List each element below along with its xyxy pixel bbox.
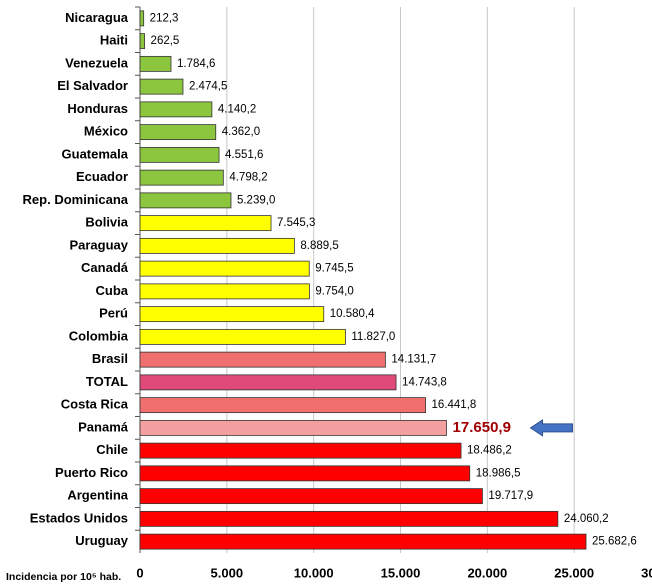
x-tick-label: 25.000 <box>554 565 594 580</box>
value-label: 8.889,5 <box>300 240 338 252</box>
bar <box>139 306 325 323</box>
y-tick-label: Chile <box>96 442 128 457</box>
y-tick-label: Ecuador <box>76 169 128 184</box>
y-tick-label: Panamá <box>78 419 129 434</box>
y-tick-label: El Salvador <box>57 78 128 93</box>
y-tick-label: Haiti <box>100 33 128 48</box>
value-label: 4.551,6 <box>225 149 263 161</box>
y-tick-label: Paraguay <box>69 237 128 252</box>
y-tick-label: Cuba <box>96 283 129 298</box>
bar <box>139 55 172 72</box>
bar <box>139 374 397 391</box>
y-tick-label: Venezuela <box>65 55 129 70</box>
bar <box>139 101 213 118</box>
bar <box>139 124 217 141</box>
y-tick-label: TOTAL <box>86 374 128 389</box>
x-tick-label: 0 <box>136 565 143 580</box>
value-label: 18.486,2 <box>467 445 512 457</box>
value-label: 1.784,6 <box>177 58 215 70</box>
y-tick-label: Perú <box>99 306 128 321</box>
y-tick-label: Argentina <box>67 488 128 503</box>
value-label: 17.650,9 <box>453 419 511 436</box>
x-axis-label: Incidencia por 10⁵ hab. <box>6 571 121 583</box>
y-tick-label: Puerto Rico <box>55 465 128 480</box>
bar <box>139 442 462 459</box>
x-tick-label: 30.000 <box>641 565 652 580</box>
y-tick-label: Brasil <box>92 351 128 366</box>
bar <box>139 10 145 27</box>
bar <box>139 397 426 414</box>
x-tick-label: 20.000 <box>467 565 507 580</box>
bar <box>139 146 220 163</box>
y-tick-label: México <box>84 124 128 139</box>
x-tick-label: 15.000 <box>381 565 421 580</box>
value-label: 4.362,0 <box>222 126 260 138</box>
y-tick-label: Rep. Dominicana <box>23 192 129 207</box>
value-label: 2.474,5 <box>189 81 227 93</box>
y-tick-label: Canadá <box>81 260 129 275</box>
x-tick-label: 5.000 <box>211 565 244 580</box>
bar <box>139 533 587 550</box>
bar <box>139 192 232 209</box>
bar <box>139 510 559 527</box>
bar <box>139 465 471 482</box>
value-label: 24.060,2 <box>564 513 609 525</box>
value-label: 16.441,8 <box>432 399 477 411</box>
y-tick-label: Uruguay <box>75 533 129 548</box>
value-label: 4.140,2 <box>218 103 256 115</box>
value-label: 14.131,7 <box>391 354 436 366</box>
value-label: 5.239,0 <box>237 194 275 206</box>
y-tick-label: Bolivia <box>85 215 128 230</box>
value-label: 11.827,0 <box>351 331 395 343</box>
bar <box>139 237 295 254</box>
y-tick-label: Nicaragua <box>65 10 129 25</box>
value-label: 18.986,5 <box>476 467 521 479</box>
value-label: 9.754,0 <box>315 285 353 297</box>
arrow <box>529 418 574 437</box>
bar <box>139 419 447 436</box>
bar <box>139 169 224 186</box>
bar <box>139 33 145 50</box>
y-tick-label: Costa Rica <box>61 397 129 412</box>
value-label: 14.743,8 <box>402 376 447 388</box>
value-label: 7.545,3 <box>277 217 315 229</box>
value-label: 262,5 <box>151 35 180 47</box>
x-tick-label: 10.000 <box>294 565 334 580</box>
value-label: 9.745,5 <box>315 263 353 275</box>
y-tick-label: Colombia <box>69 328 129 343</box>
bar <box>139 260 310 277</box>
bar <box>139 351 386 368</box>
y-tick-label: Estados Unidos <box>30 510 128 525</box>
y-tick-label: Honduras <box>67 101 128 116</box>
y-tick-label: Guatemala <box>62 146 129 161</box>
value-label: 4.798,2 <box>229 172 267 184</box>
value-label: 19.717,9 <box>488 490 533 502</box>
bar <box>139 328 346 345</box>
bar <box>139 78 184 95</box>
value-label: 25.682,6 <box>592 536 637 548</box>
bar <box>139 215 272 232</box>
bar <box>139 283 310 300</box>
bar <box>139 488 483 505</box>
value-label: 212,3 <box>150 12 179 24</box>
value-label: 10.580,4 <box>330 308 375 320</box>
